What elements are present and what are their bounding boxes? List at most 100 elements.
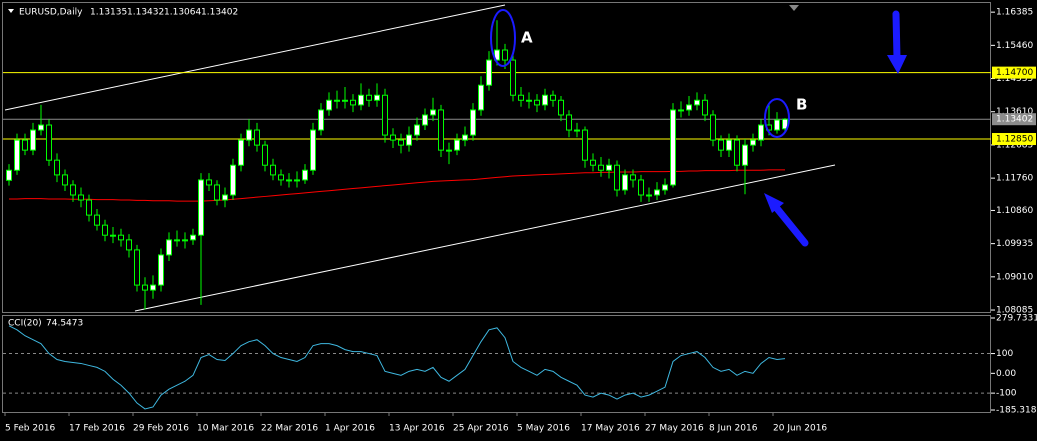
candle-body [302,169,308,181]
candle-body [70,184,76,196]
candle-body [190,234,196,241]
channel-upper [4,4,506,111]
candle-body [598,164,604,171]
open-value: 1.13135 [90,8,127,18]
candle-body [678,109,684,112]
x-tick-label: 1 Apr 2016 [325,424,375,434]
indicator-line [8,325,786,410]
candle-body [134,249,140,286]
candle-body [542,94,548,106]
candle-body [342,99,348,102]
candle-body [198,179,204,236]
candle-body [774,119,780,131]
candle-body [702,99,708,116]
candle-body [422,114,428,126]
candle-body [254,129,260,146]
low-value: 1.13064 [164,8,201,18]
candle-body [310,129,316,171]
level-label: 1.14700 [996,68,1033,78]
candle-body [262,144,268,166]
candle-body [14,139,20,171]
y-tick-label: 279.7331 [996,314,1037,324]
candle-body [646,194,652,197]
arrow-diagonal [771,202,809,247]
candle-body [478,84,484,111]
candle-body [446,149,452,152]
x-tick-label: 17 May 2016 [581,424,640,434]
y-tick-label: 1.09010 [996,272,1033,282]
y-tick-label: 1.16385 [996,8,1033,18]
candle-body [398,139,404,146]
candle-body [46,124,52,161]
x-tick-label: 20 Jun 2016 [773,424,827,434]
candle-body [294,179,300,182]
candle-body [238,139,244,166]
arrow-head [764,193,784,213]
candle-body [550,94,556,101]
candle-body [654,189,660,196]
candle-body [558,99,564,116]
level-label: 1.12850 [996,135,1033,145]
price-label: 1.13402 [996,115,1033,125]
candle-body [286,179,292,182]
candle-body [534,99,540,106]
y-tick-label: 100 [996,349,1013,359]
candle-body [318,109,324,131]
candle-body [150,284,156,291]
candle-body [350,99,356,106]
x-tick-label: 5 May 2016 [517,424,570,434]
candle-body [518,94,524,101]
candle-body [454,139,460,151]
candle-body [414,124,420,136]
candle-body [278,174,284,181]
candle-body [38,124,44,131]
cci-value: 74.5473 [46,319,83,329]
candle-body [718,139,724,151]
candle-body [326,99,332,111]
y-tick-label: -100 [996,389,1017,399]
arrow-down [892,10,901,62]
channel-lower [134,164,836,312]
candle-body [366,94,372,101]
candle-body [710,114,716,141]
level-label-bg [992,66,1036,79]
arrow-head [887,55,907,74]
candle-body [694,99,700,106]
candle-body [614,164,620,191]
x-tick-label: 5 Feb 2016 [5,424,56,434]
candle-body [470,109,476,136]
main-pane-border [2,2,991,313]
candle-body [78,194,84,201]
candle-body [526,99,532,102]
candle-body [126,239,132,251]
y-tick-label: -185.3189 [996,406,1037,416]
x-tick-label: 10 Mar 2016 [197,424,254,434]
candle-body [358,94,364,106]
candle-body [582,129,588,161]
candle-body [430,109,436,116]
annotation-ellipse [764,98,790,138]
candle-body [270,164,276,176]
candle-body [374,94,380,101]
candle-body [502,49,508,61]
candle-body [630,174,636,181]
y-tick-label: 1.09935 [996,239,1033,249]
candle-body [94,214,100,226]
y-tick-label: 1.14535 [996,74,1033,84]
x-tick-label: 22 Mar 2016 [261,424,318,434]
candle-body [102,224,108,236]
candle-body [686,104,692,111]
candle-body [670,109,676,186]
candle-body [734,139,740,166]
y-tick-label: 1.10860 [996,206,1033,216]
y-tick-label: 0.00 [996,369,1016,379]
y-tick-label: 1.15460 [996,41,1033,51]
y-tick-label: 1.12685 [996,140,1033,150]
candle-body [30,129,36,151]
candle-body [462,134,468,141]
candle-body [406,134,412,146]
y-tick-label: 1.11760 [996,174,1033,184]
candle-body [758,124,764,141]
